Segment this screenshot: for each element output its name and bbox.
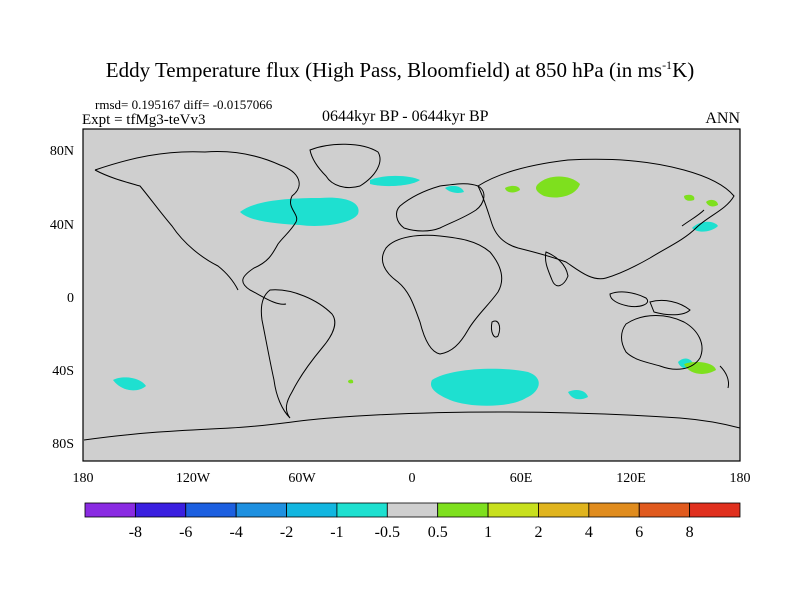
colorbar-swatch (84, 502, 136, 518)
positive-flux-patches (348, 176, 718, 384)
colorbar-swatch (286, 502, 338, 518)
flux-patch-east-asia (684, 194, 695, 201)
flux-patch-greenland (370, 175, 420, 187)
greenland-coast (309, 143, 381, 189)
colorbar-label: -6 (179, 524, 192, 541)
colorbar-swatch (235, 502, 287, 518)
colorbar-swatch (588, 502, 640, 518)
x-tick-label: 120W (176, 471, 211, 486)
australia-coast (621, 315, 703, 370)
y-tick-label: 80S (52, 437, 74, 452)
x-tick-label: 60W (288, 471, 316, 486)
flux-patch-new-zealand (684, 362, 716, 374)
flux-patch-north-atlantic (240, 197, 359, 226)
flux-patch-indian-ocean (568, 389, 588, 400)
colorbar-label: 6 (635, 524, 643, 541)
colorbar-swatch (689, 502, 741, 518)
new-zealand-coast (719, 365, 729, 389)
flux-patch-central-asia (505, 185, 520, 193)
colorbar-swatch (185, 502, 237, 518)
y-tick-label: 40N (50, 218, 74, 233)
colorbar-label: -0.5 (375, 524, 400, 541)
flux-patch-north-pacific (692, 221, 718, 232)
flux-patch-south-atlantic-small (348, 379, 354, 384)
x-tick-label: 180 (73, 471, 94, 486)
north-america-west-coast (94, 169, 239, 291)
y-tick-label: 0 (67, 291, 74, 306)
colorbar-label: 1 (484, 524, 492, 541)
colorbar: -8 -6 -4 -2 -1 -0.5 0.5 1 2 4 6 8 (84, 502, 741, 541)
colorbar-swatch (437, 502, 489, 518)
rmsd-stats: rmsd= 0.195167 diff= -0.0157066 (95, 97, 273, 112)
colorbar-swatch (638, 502, 691, 518)
colorbar-label: 2 (534, 524, 542, 541)
europe-coast (396, 183, 485, 232)
x-axis: 180 120W 60W 0 60E 120E 180 (73, 471, 751, 486)
india-coast (545, 251, 569, 287)
flux-patch-south-atlantic (430, 368, 539, 406)
x-tick-label: 0 (409, 471, 416, 486)
colorbar-swatch (538, 502, 590, 518)
chart-title: Eddy Temperature flux (High Pass, Bloomf… (0, 58, 800, 83)
flux-patch-siberia (536, 176, 580, 198)
new-guinea-coast (649, 299, 691, 316)
chart-title-main: Eddy Temperature flux (High Pass, Bloomf… (105, 58, 663, 82)
colorbar-label: 0.5 (428, 524, 448, 541)
colorbar-label: -8 (129, 524, 142, 541)
map-plot-area (82, 128, 741, 462)
japan-coast (681, 209, 705, 227)
period-label: 0644kyr BP - 0644kyr BP (322, 108, 489, 125)
colorbar-swatch (487, 502, 539, 518)
colorbar-label: 4 (585, 524, 593, 541)
south-america-coast (260, 289, 336, 419)
season-label: ANN (705, 110, 740, 127)
colorbar-swatch (134, 502, 187, 518)
coastlines (83, 143, 741, 441)
flux-patch-scandinavia (445, 185, 464, 193)
x-tick-label: 180 (730, 471, 751, 486)
colorbar-label: -4 (229, 524, 242, 541)
x-tick-label: 60E (510, 471, 533, 486)
y-axis: 80N 40N 0 40S 80S (50, 144, 74, 452)
colorbar-label: -2 (280, 524, 293, 541)
experiment-label: Expt = tfMg3-teVv3 (82, 112, 206, 128)
madagascar-coast (491, 320, 501, 338)
colorbar-label: -1 (330, 524, 343, 541)
flux-patch-kamchatka (706, 199, 718, 207)
colorbar-swatch (386, 502, 439, 518)
colorbar-swatch (336, 502, 388, 518)
x-tick-label: 120E (616, 471, 646, 486)
chart-title-end: K) (672, 58, 695, 82)
y-tick-label: 40S (52, 364, 74, 379)
colorbar-label: 8 (686, 524, 694, 541)
y-tick-label: 80N (50, 144, 74, 159)
chart-title-superscript: -1 (662, 58, 673, 72)
asia-coast (477, 158, 735, 280)
north-america-coast (94, 151, 300, 305)
indonesia-coast (609, 291, 648, 307)
antarctica-coast (83, 411, 741, 441)
flux-patch-south-pacific (113, 377, 146, 391)
africa-coast (382, 234, 503, 355)
